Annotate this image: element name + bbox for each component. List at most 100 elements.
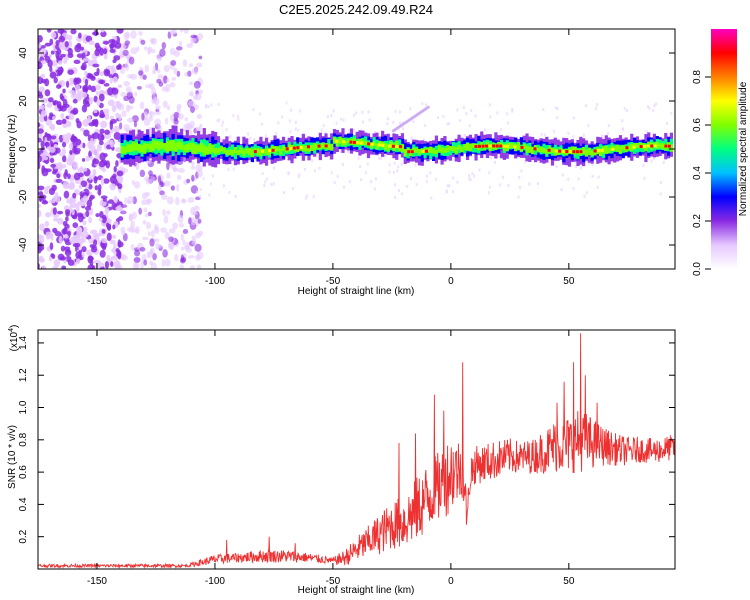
ridge-mark — [582, 146, 586, 155]
ridge-mark — [429, 146, 433, 154]
snr-line — [38, 333, 675, 569]
ridge-mark — [146, 143, 150, 150]
noise-mark — [58, 235, 63, 245]
noise-mark — [102, 197, 107, 202]
ridge-mark — [256, 148, 260, 156]
ridge-mark — [358, 139, 362, 150]
ridge-mark — [347, 138, 351, 143]
sparse-mark — [575, 164, 578, 168]
sparse-mark — [346, 150, 349, 154]
ridge-peak-mark — [260, 149, 264, 153]
ridge-mark — [208, 143, 212, 154]
noise-mark — [148, 115, 154, 122]
sparse-mark — [520, 169, 523, 173]
ridge-mark — [191, 142, 195, 154]
colorbar: 0.0 0.2 0.4 0.6 0.8 Normalized spectral ampl… — [692, 29, 749, 276]
noise-mark — [124, 40, 131, 46]
spectrogram-y-tick-label: -40 — [18, 237, 29, 252]
sparse-mark — [452, 176, 455, 180]
noise-mark — [162, 249, 168, 258]
noise-mark — [195, 232, 201, 239]
sparse-mark — [542, 108, 545, 112]
snr-y-tick-label: 1.2 — [18, 368, 29, 382]
noise-mark — [103, 48, 108, 55]
ridge-mark — [525, 145, 529, 153]
sparse-mark — [528, 182, 531, 186]
noise-mark — [159, 48, 166, 57]
noise-mark — [127, 117, 134, 123]
noise-mark — [112, 76, 118, 83]
snr-scale-exponent: 4 — [8, 328, 15, 332]
ridge-mark — [508, 142, 512, 149]
noise-mark — [41, 165, 46, 174]
sparse-mark — [652, 109, 655, 113]
noise-mark — [151, 99, 157, 104]
colorbar-tick-label: 0.2 — [692, 214, 703, 228]
noise-mark — [191, 235, 196, 241]
ridge-mark — [630, 143, 634, 151]
ridge-mark — [463, 143, 467, 150]
ridge-peak-mark — [296, 146, 300, 150]
ridge-peak-mark — [292, 146, 296, 150]
sparse-mark — [392, 120, 395, 124]
noise-mark — [149, 238, 155, 247]
noise-mark — [162, 208, 166, 216]
noise-mark — [111, 255, 118, 261]
noise-mark — [94, 185, 99, 191]
noise-mark — [50, 31, 57, 39]
ridge-mark — [607, 147, 611, 154]
noise-mark — [109, 48, 116, 54]
noise-mark — [136, 85, 142, 90]
sparse-mark — [490, 156, 493, 160]
noise-mark — [176, 183, 180, 192]
noise-mark — [56, 210, 64, 215]
sparse-mark — [588, 161, 591, 165]
sparse-mark — [591, 174, 594, 178]
sparse-mark — [336, 174, 339, 178]
noise-mark — [73, 59, 81, 64]
ridge-mark — [570, 146, 574, 155]
sparse-mark — [388, 163, 391, 167]
noise-mark — [76, 258, 81, 265]
noise-mark — [166, 105, 171, 111]
sparse-mark — [394, 196, 397, 200]
ridge-mark — [536, 147, 540, 153]
ridge-peak-mark — [593, 149, 597, 153]
noise-mark — [55, 39, 61, 46]
sparse-mark — [511, 108, 514, 112]
noise-mark — [190, 34, 197, 39]
noise-mark — [163, 215, 169, 224]
colorbar-tick-label: 0.8 — [692, 70, 703, 84]
ridge-mark — [599, 148, 603, 156]
noise-mark — [128, 56, 135, 65]
noise-mark — [171, 76, 177, 81]
noise-mark — [93, 109, 98, 114]
sparse-mark — [393, 161, 396, 165]
noise-mark — [188, 63, 193, 68]
noise-mark — [70, 160, 77, 167]
noise-mark — [105, 160, 111, 169]
spectrogram-x-tick-label: -50 — [326, 276, 341, 287]
noise-mark — [190, 185, 198, 194]
noise-mark — [46, 185, 51, 190]
noise-mark — [93, 71, 100, 77]
noise-mark — [68, 89, 76, 94]
sparse-mark — [247, 132, 250, 136]
noise-mark — [57, 66, 64, 74]
noise-mark — [95, 213, 100, 218]
noise-mark — [69, 237, 77, 245]
noise-mark — [49, 158, 55, 163]
ridge-mark — [550, 148, 555, 153]
noise-mark — [101, 237, 108, 244]
noise-mark — [92, 158, 100, 165]
noise-mark — [94, 42, 100, 49]
sparse-mark — [659, 180, 662, 184]
noise-mark — [52, 100, 57, 106]
sparse-mark — [488, 185, 491, 189]
sparse-mark — [290, 108, 293, 112]
sparse-mark — [456, 108, 459, 112]
noise-mark — [118, 122, 123, 130]
noise-mark — [57, 104, 62, 109]
ridge-mark — [627, 145, 631, 151]
sparse-mark — [489, 103, 492, 107]
